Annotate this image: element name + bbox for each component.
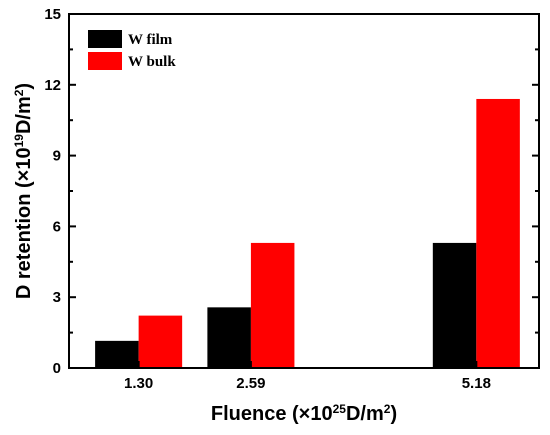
bar-w-bulk-2.59: [250, 242, 295, 368]
x-axis-title: Fluence (×1025D/m2): [211, 402, 397, 425]
legend: W film W bulk: [88, 30, 176, 70]
bar-w-film-2.59: [207, 307, 251, 368]
bar-w-film-5.18: [432, 242, 477, 368]
y-tick-label: 0: [53, 360, 61, 377]
x-tick-label: 2.59: [236, 375, 265, 392]
legend-swatch-w-film: [88, 30, 122, 48]
y-tick-label: 3: [53, 289, 61, 306]
y-tick-label: 9: [53, 148, 61, 165]
bar-w-bulk-1.30: [138, 315, 183, 368]
legend-label: W bulk: [128, 54, 176, 70]
y-axis-title: D retention (×1019D/m2): [12, 83, 35, 299]
y-tick-label: 12: [44, 77, 61, 94]
bars-group: [95, 98, 520, 369]
x-tick-label: 1.30: [124, 375, 153, 392]
y-tick-label: 15: [44, 6, 61, 23]
y-tick-label: 6: [53, 218, 61, 235]
bar-w-bulk-5.18: [476, 98, 520, 369]
legend-label: W film: [128, 32, 173, 48]
axes-group: 0 3 6 9 12 15 1.30 2.59 5.18: [44, 6, 540, 392]
legend-swatch-w-bulk: [88, 52, 122, 70]
x-tick-label: 5.18: [462, 375, 491, 392]
bar-w-film-1.30: [95, 340, 139, 368]
